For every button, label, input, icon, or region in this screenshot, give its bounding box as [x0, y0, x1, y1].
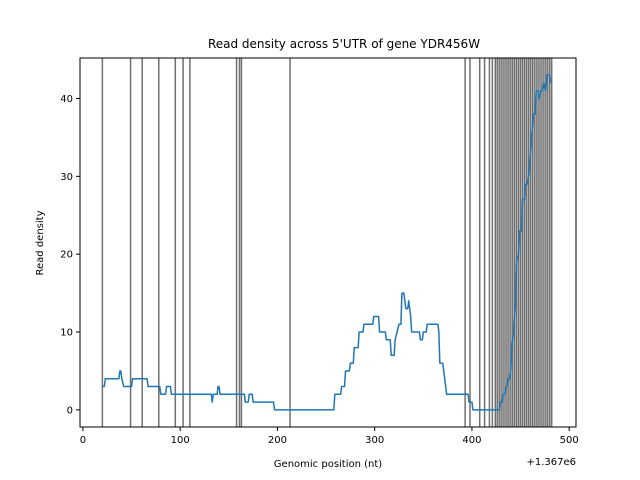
x-tick-label-400: 400	[462, 435, 481, 446]
x-tick-label-300: 300	[365, 435, 384, 446]
x-axis-ticks: 0 100 200 300 400 500	[80, 427, 579, 446]
x-tick-label-0: 0	[80, 435, 86, 446]
y-tick-label-40: 40	[60, 94, 73, 105]
y-axis-label: Read density	[35, 210, 46, 275]
y-tick-label-30: 30	[60, 172, 73, 183]
axes-frame	[79, 57, 577, 428]
x-tick-label-500: 500	[560, 435, 579, 446]
chart-title: Read density across 5'UTR of gene YDR456…	[208, 37, 480, 51]
x-tick-label-100: 100	[171, 435, 190, 446]
plot-area	[101, 58, 553, 427]
x-axis-offset-label: +1.367e6	[526, 457, 576, 468]
series-line-0	[102, 74, 552, 411]
y-axis-ticks: 0 10 20 30 40	[60, 94, 80, 416]
y-tick-label-10: 10	[60, 328, 73, 339]
x-tick-label-200: 200	[268, 435, 287, 446]
y-tick-label-0: 0	[67, 405, 73, 416]
y-tick-label-20: 20	[60, 250, 73, 261]
x-axis-label: Genomic position (nt)	[274, 459, 383, 470]
